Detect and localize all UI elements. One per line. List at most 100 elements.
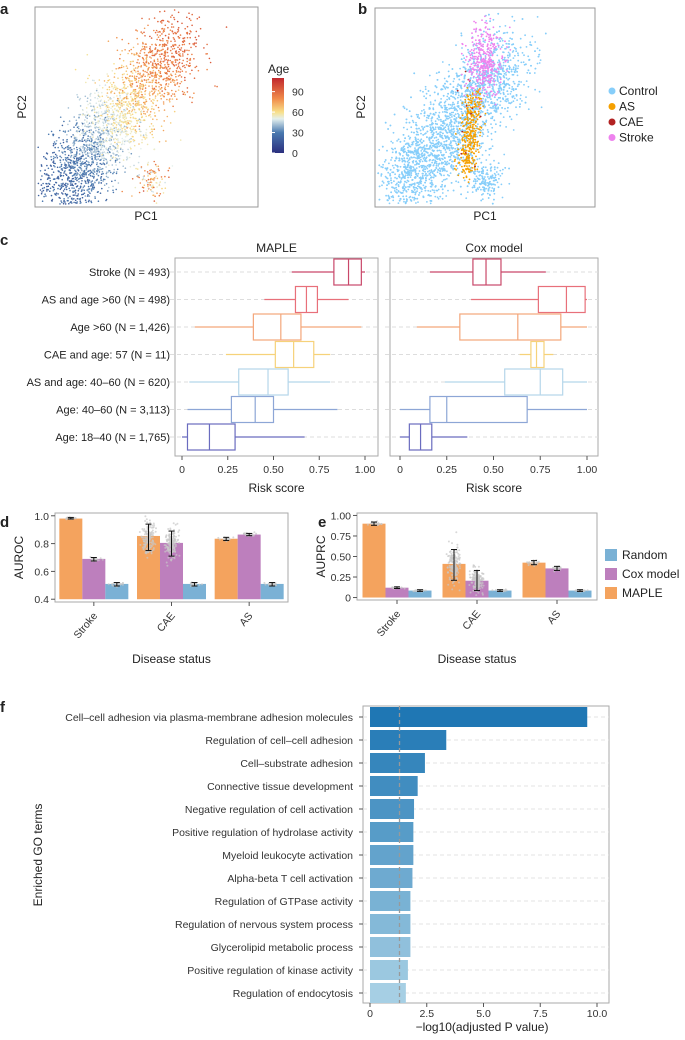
point (72, 178, 74, 180)
point (479, 158, 481, 160)
point (111, 181, 113, 183)
point (73, 190, 75, 192)
point (450, 95, 452, 97)
point (49, 178, 51, 180)
point (86, 131, 88, 133)
point (526, 80, 528, 82)
point (142, 105, 144, 107)
point (162, 67, 164, 69)
point (447, 174, 449, 176)
point (443, 175, 445, 177)
point (194, 42, 196, 44)
point (475, 77, 477, 79)
point (101, 92, 103, 94)
point (453, 190, 455, 192)
point (169, 99, 171, 101)
point (122, 112, 124, 114)
point (67, 159, 69, 161)
point (184, 92, 186, 94)
point (144, 28, 146, 30)
point (89, 149, 91, 151)
point (42, 200, 44, 202)
point (403, 157, 405, 159)
point (83, 190, 85, 192)
point (158, 107, 160, 109)
point (53, 187, 55, 189)
point (92, 121, 94, 123)
point (94, 115, 96, 117)
point (172, 80, 174, 82)
point (443, 141, 445, 143)
point (82, 146, 84, 148)
point (164, 88, 166, 90)
point (422, 91, 424, 93)
point (408, 135, 410, 137)
point (130, 49, 132, 51)
point (130, 147, 132, 149)
point (186, 50, 188, 52)
point (105, 140, 107, 142)
point (178, 36, 180, 38)
point (454, 122, 456, 124)
point (76, 160, 78, 162)
point (94, 141, 96, 143)
point (118, 100, 120, 102)
point (68, 203, 70, 205)
point (178, 89, 180, 91)
point (439, 159, 441, 161)
point (467, 85, 469, 87)
point (136, 122, 138, 124)
point (167, 40, 169, 42)
point (131, 131, 133, 133)
point (123, 127, 125, 129)
point (113, 139, 115, 141)
point (482, 193, 484, 195)
point (151, 191, 153, 193)
point (170, 50, 172, 52)
point (460, 32, 462, 34)
point (138, 143, 140, 145)
point (75, 139, 77, 141)
point (144, 138, 146, 140)
point (71, 198, 73, 200)
point (67, 124, 69, 126)
point (88, 162, 90, 164)
point (514, 20, 516, 22)
point (112, 190, 114, 192)
point (147, 144, 149, 146)
point (104, 179, 106, 181)
point (133, 103, 135, 105)
point (155, 164, 157, 166)
point (86, 148, 88, 150)
point (44, 193, 46, 195)
point (63, 148, 65, 150)
point (464, 180, 466, 182)
point (186, 17, 188, 19)
point (60, 159, 62, 161)
point (82, 155, 84, 157)
point (84, 166, 86, 168)
point (141, 18, 143, 20)
point (85, 154, 87, 156)
point (65, 154, 67, 156)
point (152, 81, 154, 83)
point (167, 70, 169, 72)
point (403, 134, 405, 136)
point (153, 187, 155, 189)
point (143, 119, 145, 121)
point (519, 103, 521, 105)
point (97, 166, 99, 168)
point (131, 195, 133, 197)
point (181, 76, 183, 78)
point (421, 167, 423, 169)
point (106, 147, 108, 149)
point (137, 175, 139, 177)
point (156, 30, 158, 32)
point (98, 138, 100, 140)
point (487, 174, 489, 176)
point (85, 172, 87, 174)
point (200, 28, 202, 30)
point (112, 186, 114, 188)
point (92, 109, 94, 111)
point (439, 102, 441, 104)
